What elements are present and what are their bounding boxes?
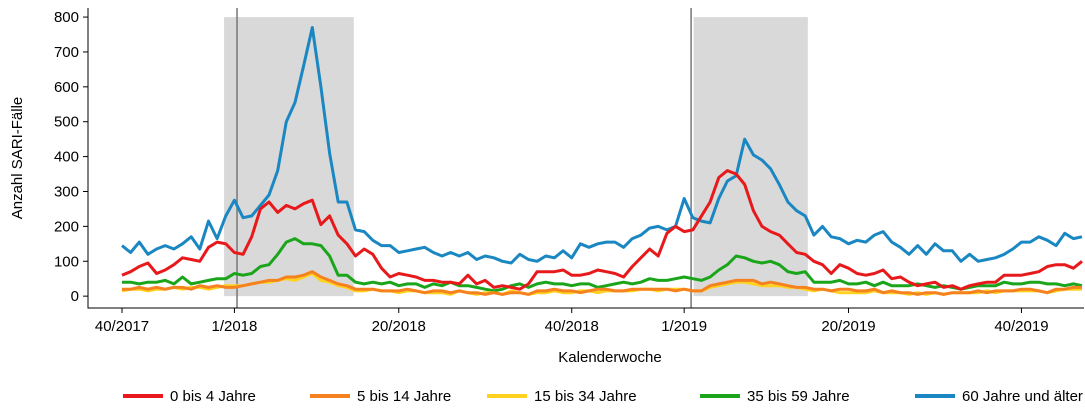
series-line: [122, 270, 1082, 296]
legend-label: 5 bis 14 Jahre: [357, 388, 451, 405]
axis-frame: [87, 8, 1084, 309]
x-tick-label: 40/2018: [545, 318, 599, 335]
x-tick-label: 20/2019: [821, 318, 875, 335]
series-line: [121, 26, 1083, 265]
x-tick-label: 40/2017: [95, 318, 149, 335]
y-tick-label: 600: [54, 79, 79, 96]
y-axis-label: Anzahl SARI-Fälle: [9, 97, 26, 220]
legend-label: 0 bis 4 Jahre: [170, 388, 256, 405]
legend-label: 60 Jahre und älter: [962, 388, 1083, 405]
x-tick-label: 1/2019: [661, 318, 707, 335]
legend-label: 15 bis 34 Jahre: [534, 388, 637, 405]
y-tick-label: 100: [54, 253, 79, 270]
y-tick-label: 200: [54, 218, 79, 235]
y-tick-label: 800: [54, 9, 79, 26]
y-tick-label: 0: [71, 288, 79, 305]
x-tick-label: 20/2018: [372, 318, 426, 335]
y-tick-label: 500: [54, 114, 79, 131]
y-tick-label: 700: [54, 44, 79, 61]
x-axis-label: Kalenderwoche: [558, 349, 661, 366]
legend-label: 35 bis 59 Jahre: [747, 388, 850, 405]
x-tick-label: 40/2019: [994, 318, 1048, 335]
y-tick-label: 300: [54, 183, 79, 200]
shaded-period: [693, 17, 808, 297]
x-tick-label: 1/2018: [211, 318, 257, 335]
series-line: [121, 169, 1083, 291]
y-tick-label: 400: [54, 149, 79, 166]
